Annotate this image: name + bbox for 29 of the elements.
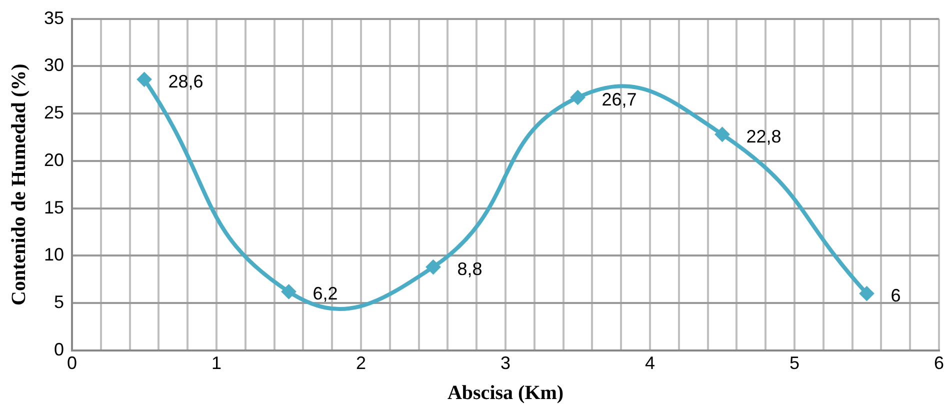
x-tick-label: 6 <box>934 353 944 374</box>
y-tick-label: 0 <box>54 339 64 360</box>
point <box>281 284 296 300</box>
point <box>859 286 874 302</box>
y-axis-title: Contenido de Humedad (%) <box>8 64 30 306</box>
x-tick-label: 5 <box>789 353 800 374</box>
y-tick-label: 30 <box>44 55 64 76</box>
x-tick-label: 4 <box>644 353 656 374</box>
y-tick-label: 10 <box>44 244 64 265</box>
data-label: 6 <box>890 286 901 306</box>
y-tick-label: 25 <box>44 102 64 123</box>
x-tick-label: 3 <box>500 353 511 374</box>
data-label: 28,6 <box>168 71 204 92</box>
data-label: 8,8 <box>457 258 482 279</box>
point <box>136 72 152 87</box>
y-tick-label: 15 <box>44 197 64 218</box>
point <box>426 260 441 275</box>
data-label: 6,2 <box>312 284 338 304</box>
point <box>570 90 586 105</box>
data-label: 22,8 <box>746 126 782 146</box>
data-label: 26,7 <box>602 89 637 110</box>
y-tick-label: 20 <box>44 150 64 170</box>
x-axis-title: Abscisa (Km) <box>447 382 564 404</box>
x-tick-label: 2 <box>356 353 366 374</box>
point <box>714 126 730 142</box>
x-tick-label: 0 <box>67 353 78 374</box>
y-tick-label: 5 <box>54 292 64 312</box>
y-tick-label: 35 <box>44 8 64 28</box>
x-tick-label: 1 <box>212 353 222 374</box>
